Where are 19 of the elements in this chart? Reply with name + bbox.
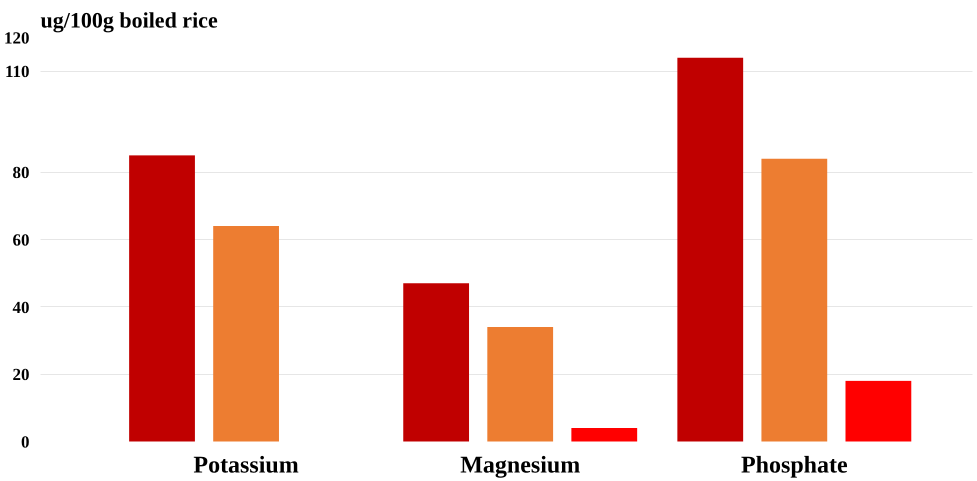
bar [761,158,828,442]
x-tick-label: Magnesium [460,452,580,478]
y-tick-label: 80 [12,163,30,182]
bar [845,380,912,442]
chart-title: ug/100g boiled rice [40,8,218,32]
y-tick-label: 60 [12,230,30,250]
x-tick-label: Phosphate [740,452,848,478]
y-tick-label: 40 [12,298,30,317]
bar [487,327,554,442]
y-tick-label: 110 [4,62,30,82]
bar [403,283,470,442]
bar [129,155,195,442]
y-tick-label: 20 [12,365,30,384]
bar [571,428,638,442]
x-tick-label: Potassium [193,452,299,478]
y-tick-label: 120 [4,28,30,48]
bar [677,58,744,442]
bar [213,226,279,442]
y-tick-label: 0 [21,432,30,452]
